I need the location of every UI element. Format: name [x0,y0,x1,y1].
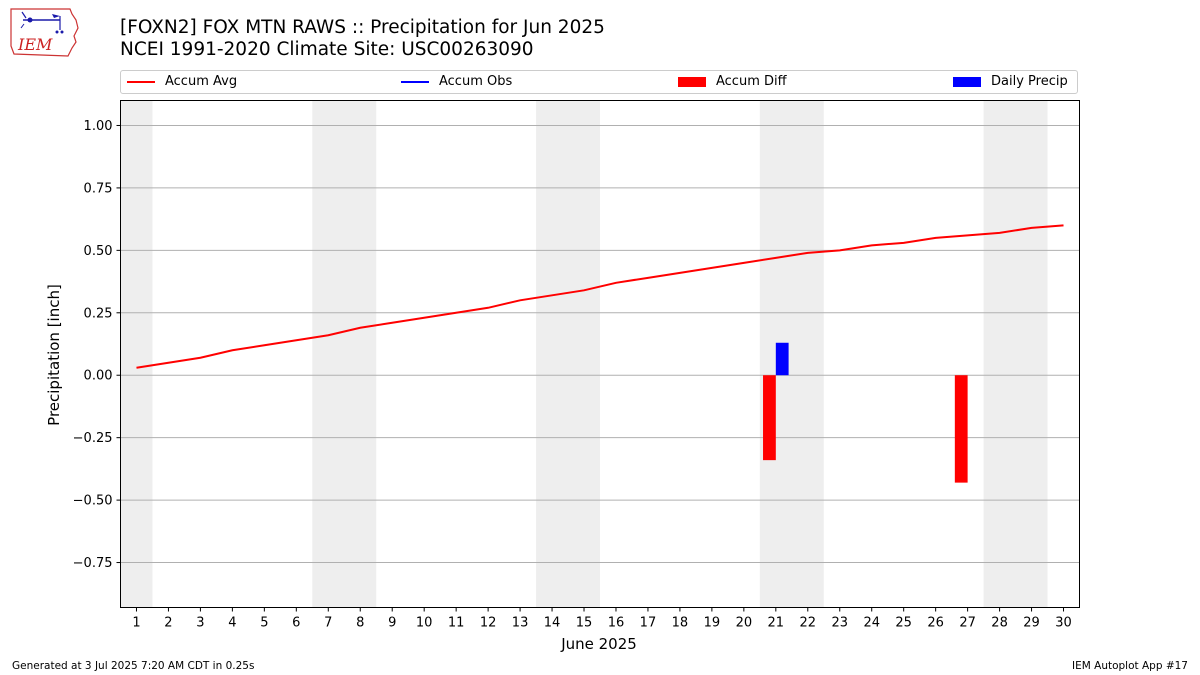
x-tick-label: 19 [704,616,721,631]
y-tick-label: 0.00 [84,369,113,384]
x-tick-label: 28 [991,616,1008,631]
y-axis-label: Precipitation [inch] [45,284,63,426]
x-tick-label: 6 [292,616,300,631]
legend-item-daily-precip: Daily Precip [953,74,1068,89]
x-axis-ticks: 1 2 3 4 5 6 7 8 9 10 11 12 13 14 15 16 17 18 19 20 21 22 23 24 2… [132,607,1072,631]
x-tick-label: 23 [831,616,848,631]
legend-item-accum-avg: Accum Avg [127,74,237,89]
weekend-band [759,100,824,608]
accum-diff-bar [763,375,776,461]
x-tick-label: 18 [672,616,689,631]
x-tick-label: 4 [228,616,236,631]
y-tick-label: −0.25 [73,431,113,446]
x-tick-label: 17 [640,616,657,631]
accum-avg-line [136,224,1064,369]
y-tick-label: −0.75 [73,556,113,571]
x-tick-label: 30 [1055,616,1072,631]
x-tick-label: 24 [863,616,880,631]
y-tick-label: −0.50 [73,494,113,509]
x-tick-label: 3 [196,616,204,631]
x-axis-label: June 2025 [560,635,637,653]
x-tick-label: 26 [927,616,944,631]
legend-swatch-accum-avg [127,80,155,83]
legend-swatch-accum-obs [401,80,429,83]
legend-label-accum-diff: Accum Diff [716,74,787,89]
line-series [136,224,1064,369]
iem-logo: IEM [10,8,79,57]
y-gridlines [120,124,1080,564]
y-tick-label: 0.25 [84,306,113,321]
footer-app-text: IEM Autoplot App #17 [1072,660,1188,672]
y-tick-label: 0.75 [84,181,113,196]
weekend-band [120,100,153,608]
weekend-shading [120,100,1048,608]
weekend-band [536,100,600,608]
plot-frame [120,100,1080,608]
legend-label-accum-avg: Accum Avg [165,74,238,89]
x-tick-label: 1 [132,616,140,631]
legend-label-accum-obs: Accum Obs [439,74,513,89]
x-tick-label: 15 [576,616,593,631]
legend-swatch-accum-diff [678,76,706,87]
x-tick-label: 10 [416,616,433,631]
x-tick-label: 12 [480,616,497,631]
chart-legend: Accum Avg Accum Obs Accum Diff Daily Pre… [120,70,1078,94]
x-tick-label: 11 [448,616,465,631]
x-tick-label: 8 [356,616,364,631]
x-tick-label: 27 [959,616,976,631]
weekend-band [312,100,377,608]
logo-text: IEM [17,35,53,54]
accum-diff-bar [954,375,968,483]
x-tick-label: 7 [324,616,332,631]
x-tick-label: 29 [1023,616,1040,631]
legend-item-accum-diff: Accum Diff [678,74,787,89]
x-tick-label: 21 [768,616,785,631]
x-tick-label: 22 [800,616,817,631]
footer-generated-text: Generated at 3 Jul 2025 7:20 AM CDT in 0… [12,660,255,672]
y-tick-label: 0.50 [84,244,113,259]
weekend-band [983,100,1048,608]
bar-series [763,342,968,483]
y-axis-ticks: −0.75 −0.50 −0.25 0.00 0.25 0.50 0.75 1.00 [73,119,121,571]
daily-precip-bar [775,342,789,376]
chart-title: [FOXN2] FOX MTN RAWS :: Precipitation fo… [120,17,605,38]
chart-subtitle: NCEI 1991-2020 Climate Site: USC00263090 [120,39,534,60]
x-tick-label: 14 [544,616,561,631]
legend-label-daily-precip: Daily Precip [991,74,1068,89]
x-tick-label: 20 [736,616,753,631]
x-tick-label: 16 [608,616,625,631]
x-tick-label: 25 [895,616,912,631]
legend-swatch-daily-precip [953,76,981,87]
x-tick-label: 9 [388,616,396,631]
x-tick-label: 2 [164,616,172,631]
x-tick-label: 13 [512,616,529,631]
y-tick-label: 1.00 [84,119,113,134]
legend-item-accum-obs: Accum Obs [401,74,512,89]
x-tick-label: 5 [260,616,268,631]
